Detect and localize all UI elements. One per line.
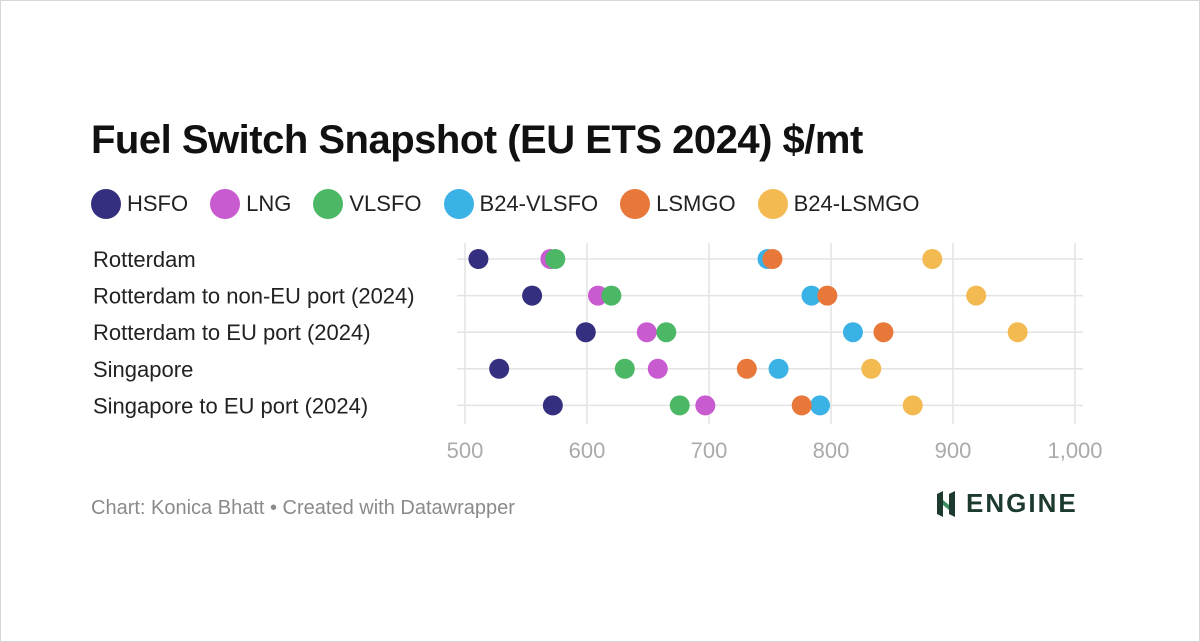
legend-label: LNG [246,191,292,216]
dot-hsfo [522,285,543,306]
dot-lng [636,322,657,343]
dot-hsfo [542,395,563,416]
dot-b24-lsmgo [966,285,987,306]
dot-vlsfo [656,322,677,343]
chart-title: Fuel Switch Snapshot (EU ETS 2024) $/mt [91,118,863,162]
legend-label: HSFO [127,191,189,216]
legend-item-lng: LNG [210,189,291,219]
legend-swatch [757,189,788,219]
row-label: Rotterdam [93,247,196,272]
row-label: Rotterdam to EU port (2024) [93,320,371,345]
dot-vlsfo [545,249,566,269]
dot-b24-lsmgo [861,358,882,379]
legend-swatch [620,189,651,219]
legend-item-b24-vlsfo: B24-VLSFO [443,189,599,219]
dot-lsmgo [873,322,894,343]
footer-credit: Chart: Konica Bhatt • Created with Dataw… [91,497,515,519]
legend-label: B24-VLSFO [479,191,599,216]
dot-hsfo [575,322,596,343]
row-label: Singapore to EU port (2024) [93,393,368,418]
engine-logo-icon [937,490,955,517]
legend-label: LSMGO [656,191,736,216]
legend-swatch [443,189,474,219]
dot-lsmgo [817,285,838,306]
x-tick-label: 600 [569,438,606,463]
legend-item-b24-lsmgo: B24-LSMGO [757,189,920,219]
legend-label: VLSFO [349,191,422,216]
dot-b24-vlsfo [842,322,863,343]
x-tick-label: 500 [447,438,484,463]
dot-b24-lsmgo [902,395,923,416]
dot-b24-vlsfo [768,358,789,379]
dot-b24-vlsfo [810,395,831,416]
dot-b24-vlsfo [801,285,822,306]
x-tick-label: 900 [935,438,972,463]
dot-lsmgo [762,249,783,269]
dot-b24-lsmgo [1007,322,1028,343]
legend-swatch [313,189,344,219]
dot-vlsfo [614,358,635,379]
row-label: Singapore [93,357,193,382]
legend-swatch [210,189,241,219]
x-tick-label: 800 [813,438,850,463]
dot-vlsfo [669,395,690,416]
dot-lsmgo [736,358,757,379]
logo-text: ENGINE [966,488,1078,518]
legend-item-hsfo: HSFO [91,189,188,219]
dot-lng [695,395,716,416]
x-tick-label: 1,000 [1047,438,1102,463]
dot-lng [647,358,668,379]
dot-hsfo [468,249,489,269]
x-tick-label: 700 [691,438,728,463]
legend-item-vlsfo: VLSFO [313,189,422,219]
dot-hsfo [489,358,510,379]
row-label: Rotterdam to non-EU port (2024) [93,284,415,309]
legend-label: B24-LSMGO [793,191,920,216]
legend-swatch [91,189,121,219]
dot-vlsfo [601,285,622,306]
dot-b24-lsmgo [922,249,943,269]
dot-lsmgo [791,395,812,416]
legend-item-lsmgo: LSMGO [620,189,736,219]
brand-logo: ENGINE [934,488,1078,519]
legend: HSFO LNG VLSFO B24-VLSFO LSMGO B24-LSMGO [91,189,942,219]
